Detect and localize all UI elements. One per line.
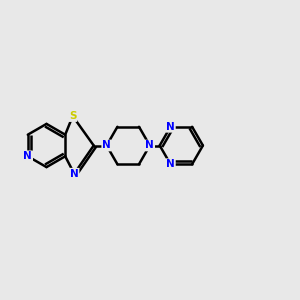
Text: N: N <box>23 151 32 161</box>
Text: N: N <box>146 140 154 151</box>
Text: N: N <box>166 122 175 132</box>
Text: S: S <box>69 111 76 121</box>
Text: N: N <box>102 140 111 151</box>
Text: N: N <box>70 169 79 179</box>
Text: N: N <box>166 159 175 169</box>
